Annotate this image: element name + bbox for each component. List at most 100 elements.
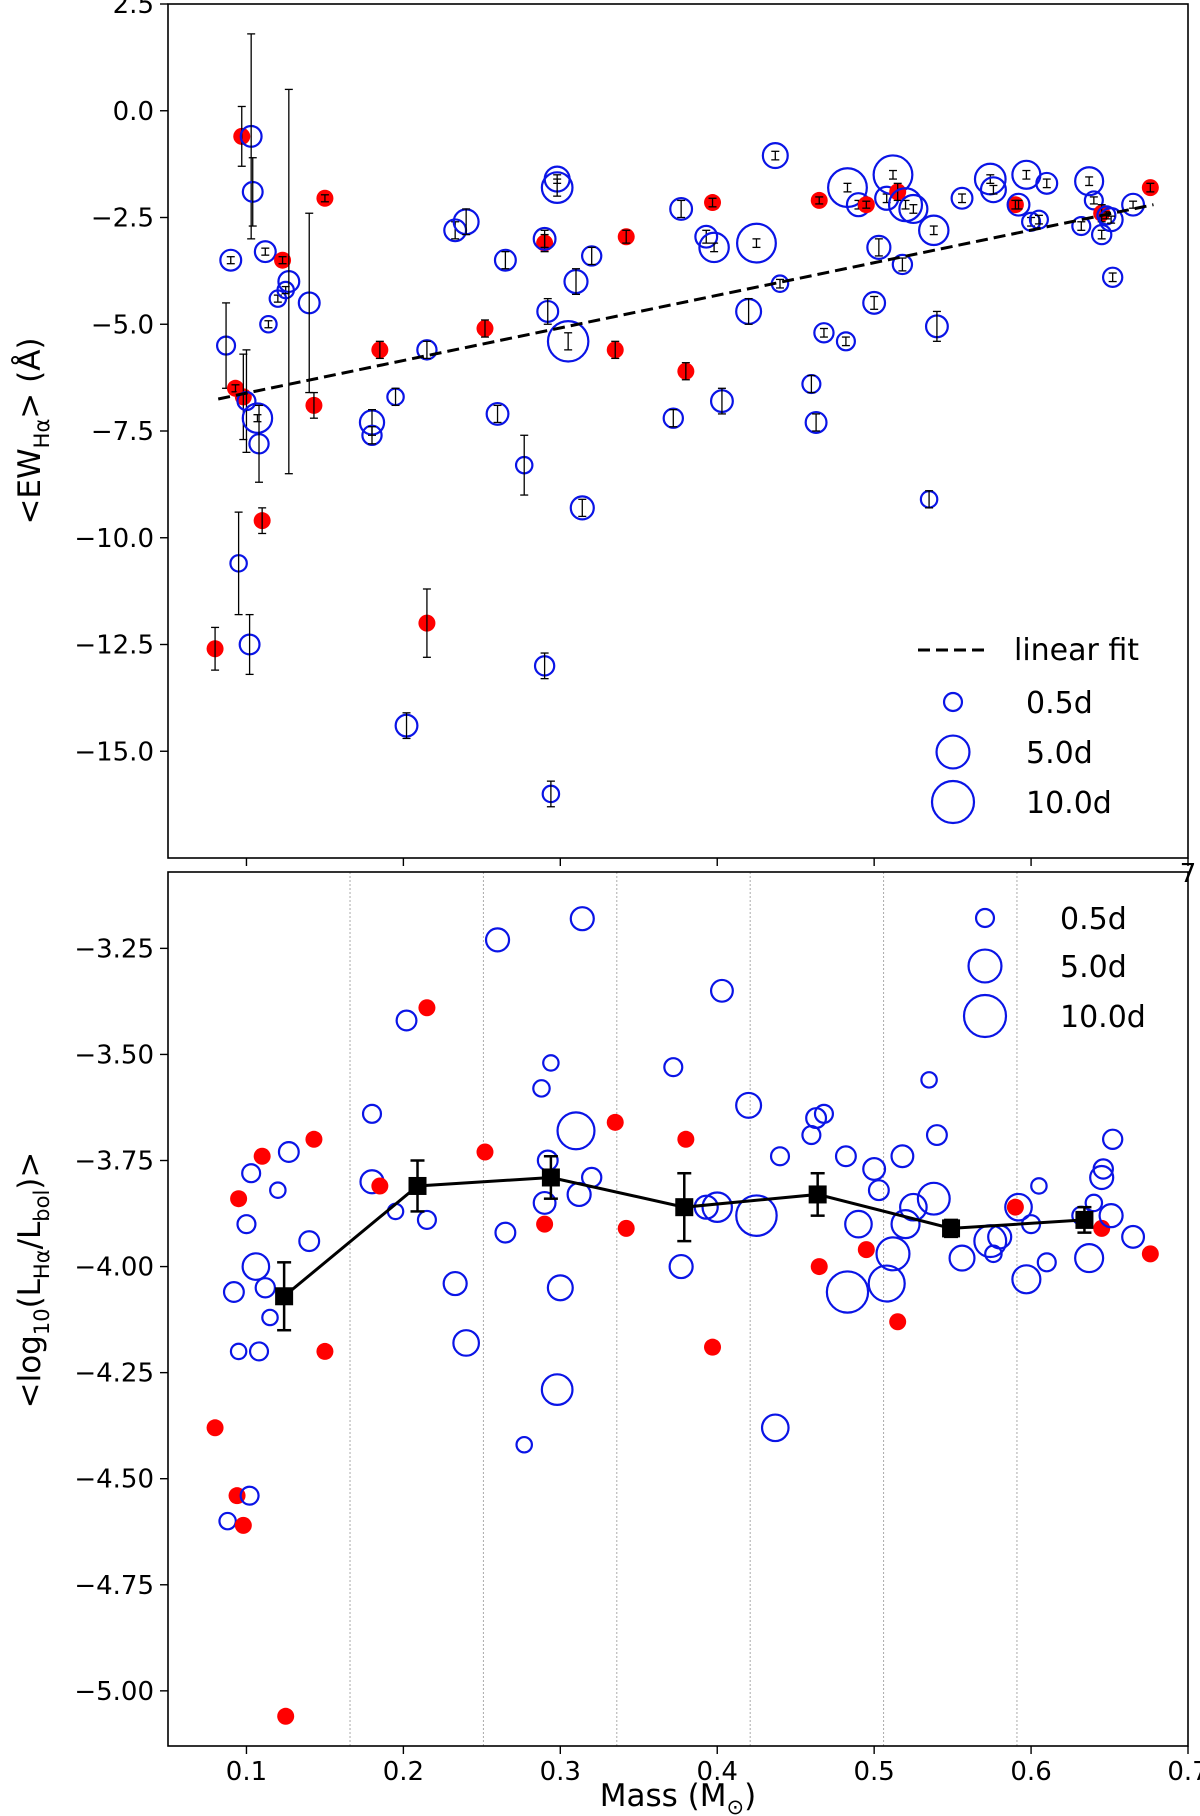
bottom-xtick-label: 0.6 (1010, 1757, 1051, 1787)
svg-text:<log10(LHα/Lbol)>: <log10(LHα/Lbol)> (12, 1152, 54, 1409)
top-point-errorbar (929, 225, 938, 236)
bottom-point-filled (704, 1338, 722, 1356)
bottom-point-open (867, 1179, 890, 1202)
top-point-errorbar (234, 511, 243, 616)
ylabel-bottom-sub2: Hα (30, 1249, 54, 1279)
top-point-errorbar (893, 182, 902, 202)
top-point-open (259, 314, 278, 334)
top-point-errorbar (278, 256, 287, 265)
legend-fit-label: linear fit (1014, 633, 1139, 668)
bottom-point-filled (253, 1147, 271, 1165)
top-point-open (891, 253, 914, 276)
top-point-errorbar (422, 340, 431, 360)
bottom-point-open (361, 1103, 383, 1124)
bottom-plot-area (206, 906, 1159, 1725)
top-point-open (736, 222, 777, 264)
top-point-errorbar (578, 498, 587, 518)
bottom-point-filled (305, 1130, 323, 1148)
bottom-point-open (867, 1264, 906, 1303)
bottom-point-open (442, 1270, 468, 1297)
top-point-errorbar (258, 507, 267, 535)
bottom-xtick-label: 0.2 (383, 1757, 424, 1787)
legend-size-label: 5.0d (1026, 736, 1093, 771)
top-point-errorbar (540, 229, 549, 249)
ylabel-bottom-sub1: 10 (30, 1308, 54, 1335)
bottom-point-filled (606, 1113, 624, 1131)
top-point-errorbar (888, 169, 897, 180)
bottom-axes-frame (167, 871, 1189, 1747)
binned-mean-marker (675, 1198, 694, 1217)
bottom-xtick-label: 0.1 (226, 1757, 267, 1787)
bottom-point-open (920, 1071, 938, 1089)
top-ytick-label: −12.5 (74, 631, 154, 661)
bottom-point-open (269, 1181, 287, 1199)
top-point-errorbar (247, 33, 256, 240)
top-point-errorbar (1077, 221, 1086, 231)
top-point-errorbar (391, 387, 400, 407)
bottom-point-open (532, 1079, 551, 1098)
bottom-point-filled (536, 1215, 554, 1233)
top-point-open (804, 410, 828, 434)
top-point-open (662, 407, 684, 429)
bottom-point-open (395, 1009, 418, 1032)
top-point-errorbar (1042, 178, 1051, 189)
bottom-ytick-label: −4.50 (74, 1465, 154, 1495)
top-point-errorbar (1022, 169, 1031, 180)
top-point-open (698, 231, 730, 264)
top-point-open (493, 248, 517, 272)
top-point-open (1096, 205, 1117, 226)
bottom-xtick-label: 0.5 (853, 1757, 894, 1787)
top-point-errorbar (841, 336, 850, 347)
top-ytick-label: 0.0 (113, 97, 154, 127)
bottom-point-open (546, 1274, 574, 1302)
top-point-open (546, 320, 590, 363)
bottom-point-open (1084, 1193, 1104, 1213)
bottom-point-open (515, 1435, 534, 1454)
ylabel-bottom-sub3: bol (30, 1190, 54, 1222)
bottom-point-filled (889, 1313, 907, 1331)
legend-size-label: 10.0d (1060, 1000, 1146, 1035)
binned-mean-marker (275, 1287, 294, 1306)
top-point-open (950, 186, 974, 210)
top-point-errorbar (309, 391, 318, 419)
legend-size-marker (942, 691, 964, 713)
top-point-errorbar (681, 362, 690, 381)
top-point-errorbar (572, 268, 580, 296)
top-point-errorbar (462, 208, 471, 236)
top-point-errorbar (874, 238, 883, 257)
bottom-ytick-label: −4.75 (74, 1571, 154, 1601)
ylabel-bottom-mid: (L (12, 1278, 48, 1308)
bottom-point-open (222, 1281, 245, 1304)
top-point-errorbar (480, 319, 489, 338)
top-y-axis-title: <EWHα> (Å) (12, 337, 54, 524)
bottom-point-filled (316, 1342, 334, 1360)
bottom-point-open (542, 1054, 560, 1072)
bottom-point-open (556, 1111, 596, 1151)
bottom-ytick-label: −3.50 (74, 1040, 154, 1070)
legend-size-label: 5.0d (1060, 950, 1127, 985)
top-point-errorbar (898, 257, 907, 272)
top-point-errorbar (284, 88, 293, 475)
top-point-open (241, 402, 274, 434)
top-point-errorbar (815, 196, 824, 205)
bottom-point-filled (418, 999, 436, 1017)
top-point-errorbar (932, 310, 941, 342)
bottom-point-filled (810, 1258, 828, 1276)
bottom-panel: −3.25 −3.50 −3.75 −4.00 −4.25 −4.50 −4.75 −5.00… (74, 871, 1200, 1787)
top-point-open (1071, 215, 1092, 237)
top-point-errorbar (1034, 214, 1043, 225)
top-point-errorbar (226, 256, 235, 265)
top-point-errorbar (677, 199, 686, 219)
bottom-point-open (1004, 1192, 1033, 1222)
top-point-errorbar (451, 221, 460, 240)
top-point-open (1098, 207, 1124, 233)
top-point-open (669, 196, 694, 221)
bottom-point-open (668, 1253, 694, 1280)
top-point-open (979, 176, 1007, 204)
top-ytick-label: −15.0 (74, 737, 154, 767)
top-point-errorbar (1089, 196, 1098, 205)
bottom-point-filled (857, 1241, 875, 1259)
bottom-point-open (494, 1221, 517, 1244)
bottom-point-open (663, 1057, 684, 1078)
bottom-point-filled (206, 1419, 224, 1437)
